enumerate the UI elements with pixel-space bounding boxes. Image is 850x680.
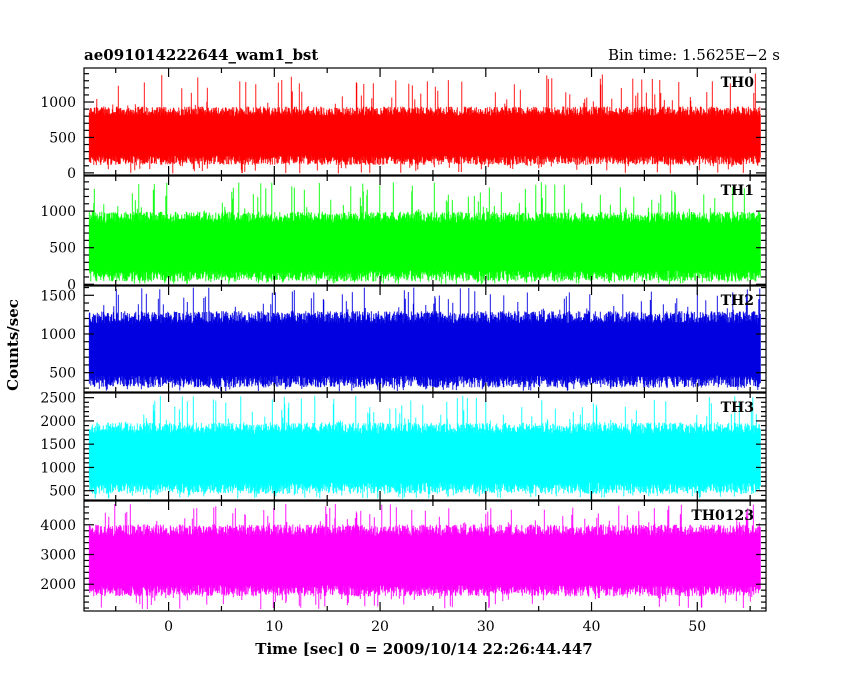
x-tick-label: 40 [583, 619, 601, 635]
y-tick-label: 1000 [40, 460, 76, 476]
y-tick-label: 0 [67, 166, 76, 182]
plot-panels [88, 73, 761, 610]
chart-title-right: Bin time: 1.5625E−2 s [608, 46, 780, 64]
panel-frame-th0 [83, 67, 767, 176]
y-tick-label: 3000 [40, 548, 76, 564]
y-tick-label: 1000 [40, 204, 76, 220]
series-th0123-curve [88, 504, 761, 610]
x-tick-label: 50 [688, 619, 706, 635]
panel-label-th0: TH0 [721, 75, 755, 91]
panel-frame-th1 [83, 175, 767, 286]
y-tick-label: 2000 [40, 577, 76, 593]
panel-frame-th3 [83, 392, 767, 501]
series-th0-curve [88, 73, 761, 174]
y-tick-label: 500 [49, 484, 76, 500]
y-tick-label: 1500 [40, 437, 76, 453]
y-tick-label: 0 [67, 277, 76, 293]
y-tick-label: 2000 [40, 414, 76, 430]
x-tick-label: 0 [164, 619, 173, 635]
x-tick-label: 30 [477, 619, 495, 635]
series-th1-curve [88, 182, 761, 285]
panel-label-th2: TH2 [721, 293, 754, 309]
panel-label-th1: TH1 [721, 183, 754, 199]
panel-frame-th0123 [83, 500, 767, 612]
y-tick-label: 2500 [40, 391, 76, 407]
y-tick-label: 500 [49, 241, 76, 257]
x-tick-label: 10 [265, 619, 283, 635]
y-tick-label: 1000 [40, 327, 76, 343]
y-tick-label: 1000 [40, 95, 76, 111]
y-tick-label: 500 [49, 130, 76, 146]
y-axis-label: Counts/sec [4, 299, 22, 391]
x-tick-label: 20 [371, 619, 389, 635]
series-th3-curve [88, 395, 761, 499]
panel-label-th3: TH3 [721, 400, 754, 416]
panel-frame-th2 [83, 285, 767, 393]
y-tick-label: 1500 [40, 288, 76, 304]
y-tick-label: 500 [49, 366, 76, 382]
panel-label-th0123: TH0123 [691, 508, 754, 524]
panel-frames [83, 67, 767, 612]
x-axis-label: Time [sec] 0 = 2009/10/14 22:26:44.447 [255, 640, 592, 658]
chart-title-left: ae091014222644_wam1_bst [84, 46, 318, 64]
axis-ticks [84, 68, 766, 611]
series-th2-curve [88, 287, 761, 392]
y-tick-label: 4000 [40, 518, 76, 534]
